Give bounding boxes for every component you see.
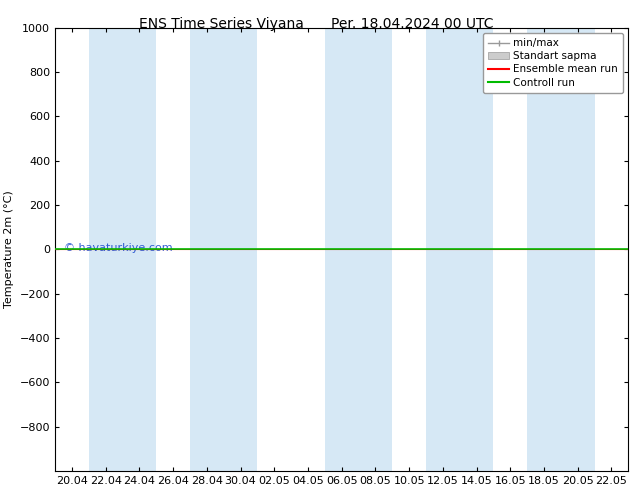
- Y-axis label: Temperature 2m (°C): Temperature 2m (°C): [4, 191, 14, 308]
- Legend: min/max, Standart sapma, Ensemble mean run, Controll run: min/max, Standart sapma, Ensemble mean r…: [483, 33, 623, 93]
- Bar: [190, 28, 257, 471]
- Bar: [325, 28, 392, 471]
- Text: © havaturkiye.com: © havaturkiye.com: [63, 244, 172, 253]
- Bar: [426, 28, 493, 471]
- Bar: [89, 28, 156, 471]
- Text: ENS Time Series Viyana: ENS Time Series Viyana: [139, 17, 304, 31]
- Text: Per. 18.04.2024 00 UTC: Per. 18.04.2024 00 UTC: [331, 17, 493, 31]
- Bar: [527, 28, 595, 471]
